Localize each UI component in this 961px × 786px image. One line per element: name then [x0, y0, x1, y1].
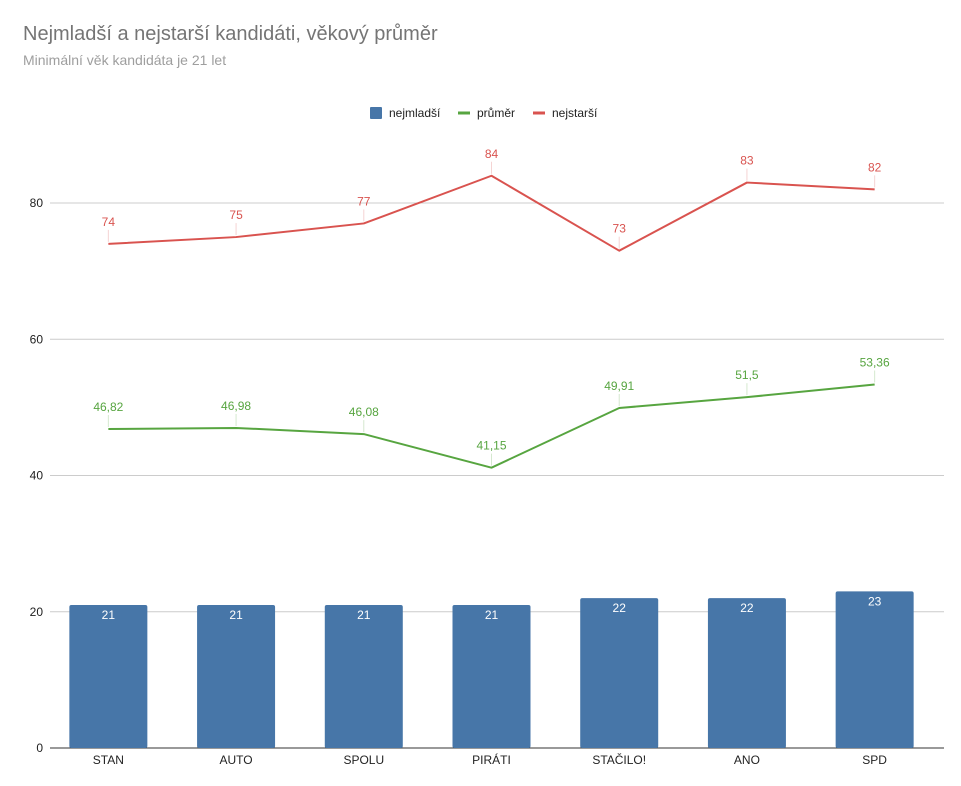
y-tick-label: 60 [30, 332, 44, 346]
bar-value-label: 22 [740, 601, 754, 615]
x-tick-label: SPOLU [343, 753, 384, 767]
x-tick-label: ANO [734, 753, 760, 767]
line-value-label: 82 [868, 160, 882, 174]
x-tick-label: STAN [93, 753, 124, 767]
line-value-label: 41,15 [476, 439, 506, 453]
bar-value-label: 21 [229, 608, 243, 622]
y-tick-label: 20 [30, 605, 44, 619]
chart-subtitle: Minimální věk kandidáta je 21 let [23, 52, 227, 68]
axis-layer: 0 20 40 60 80 STAN AUTO SPOLU PIRÁTI STAČILO! ANO S… [30, 196, 888, 767]
bar [69, 604, 148, 748]
bar-value-label: 22 [613, 601, 627, 615]
legend-label: průměr [477, 106, 515, 120]
line-value-label: 74 [102, 215, 116, 229]
x-tick-label: STAČILO! [592, 752, 646, 767]
line-value-label: 49,91 [604, 379, 634, 393]
bar [580, 598, 659, 748]
data-labels: 21 21 21 21 22 22 23 46,82 46,98 46,08 41,15 49,91 5… [93, 147, 890, 622]
bar-value-label: 21 [357, 608, 371, 622]
bar-series [69, 591, 914, 748]
line-value-label: 46,08 [349, 405, 379, 419]
y-tick-label: 40 [30, 469, 44, 483]
line-series [108, 174, 875, 469]
bar [835, 591, 914, 748]
line-value-label: 46,82 [93, 400, 123, 414]
series-line-2 [108, 174, 875, 252]
line-value-label: 75 [229, 208, 243, 222]
bar [197, 604, 276, 748]
x-tick-label: PIRÁTI [472, 752, 511, 767]
series-line-1 [108, 383, 875, 469]
bar-value-label: 21 [485, 608, 499, 622]
line-value-label: 77 [357, 194, 371, 208]
bar [452, 604, 531, 748]
line-value-label: 84 [485, 147, 499, 161]
chart-title: Nejmladší a nejstarší kandidáti, věkový … [23, 23, 438, 45]
legend-swatch [370, 107, 382, 119]
bar [707, 598, 786, 748]
y-tick-label: 0 [36, 741, 43, 755]
bar-value-label: 21 [102, 608, 116, 622]
line-value-label: 73 [613, 222, 627, 236]
x-tick-label: AUTO [220, 753, 253, 767]
line-value-label: 51,5 [735, 368, 759, 382]
line-value-label: 53,36 [860, 355, 890, 369]
legend-label: nejstarší [552, 106, 598, 120]
legend: nejmladší průměr nejstarší [370, 106, 598, 120]
line-value-label: 46,98 [221, 399, 251, 413]
bar [324, 604, 403, 748]
x-tick-label: SPD [862, 753, 887, 767]
line-value-label: 83 [740, 154, 754, 168]
bar-value-label: 23 [868, 594, 882, 608]
y-tick-label: 80 [30, 196, 44, 210]
legend-label: nejmladší [389, 106, 441, 120]
